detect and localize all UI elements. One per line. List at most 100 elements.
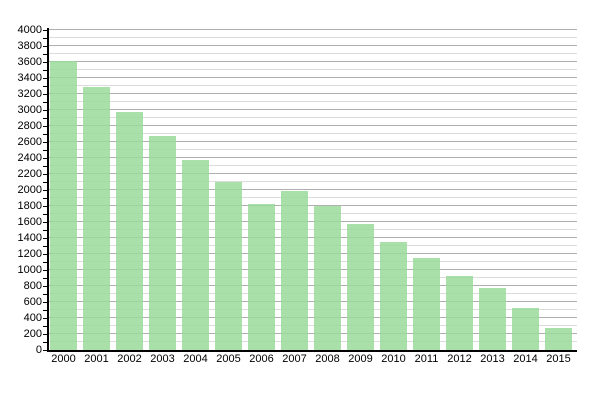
bar-2014 [512, 307, 539, 350]
bar-2009 [347, 224, 374, 350]
minor-gridline [49, 213, 577, 214]
x-axis-label-2001: 2001 [84, 353, 109, 365]
major-gridline [49, 141, 577, 142]
y-axis-tick [43, 46, 47, 47]
y-axis-label-2200: 2200 [17, 167, 42, 180]
y-axis-label-800: 800 [23, 279, 42, 292]
major-gridline [49, 45, 577, 46]
y-axis-tick [43, 294, 47, 295]
major-gridline [49, 77, 577, 78]
minor-gridline [49, 229, 577, 230]
y-axis-label-3600: 3600 [17, 55, 42, 68]
y-axis-tick [43, 222, 47, 223]
y-axis-label-0: 0 [35, 343, 42, 356]
minor-gridline [49, 245, 577, 246]
y-axis-tick [43, 254, 47, 255]
bar-2011 [413, 258, 440, 350]
major-gridline [49, 285, 577, 286]
y-axis-label-1400: 1400 [17, 231, 42, 244]
major-gridline [49, 109, 577, 110]
y-axis-tick [43, 230, 47, 231]
major-gridline [49, 221, 577, 222]
minor-gridline [49, 325, 577, 326]
minor-gridline [49, 149, 577, 150]
plot-area [49, 29, 577, 350]
y-axis-tick [43, 270, 47, 271]
y-axis-tick [43, 198, 47, 199]
minor-gridline [49, 133, 577, 134]
major-gridline [49, 301, 577, 302]
y-axis-label-1800: 1800 [17, 199, 42, 212]
minor-gridline [49, 85, 577, 86]
y-axis-tick [43, 246, 47, 247]
x-axis-label-2000: 2000 [51, 353, 76, 365]
major-gridline [49, 173, 577, 174]
x-axis-label-2012: 2012 [447, 353, 472, 365]
y-axis-label-1000: 1000 [17, 263, 42, 276]
y-axis-label-3800: 3800 [17, 39, 42, 52]
minor-gridline [49, 69, 577, 70]
y-axis-tick [43, 94, 47, 95]
y-axis-label-1200: 1200 [17, 247, 42, 260]
minor-gridline [49, 261, 577, 262]
minor-gridline [49, 293, 577, 294]
y-axis-label-2400: 2400 [17, 151, 42, 164]
major-gridline [49, 29, 577, 30]
bar-2008 [314, 206, 341, 350]
y-axis-label-3200: 3200 [17, 87, 42, 100]
y-axis-tick [43, 350, 47, 351]
y-axis-tick [43, 318, 47, 319]
x-axis-label-2005: 2005 [216, 353, 241, 365]
x-axis-label-2011: 2011 [414, 353, 439, 365]
y-axis-tick [43, 286, 47, 287]
minor-gridline [49, 341, 577, 342]
y-axis-label-2600: 2600 [17, 135, 42, 148]
bar-2002 [116, 111, 143, 350]
major-gridline [49, 93, 577, 94]
y-axis-line [47, 28, 49, 351]
y-axis-label-400: 400 [23, 311, 42, 324]
minor-gridline [49, 165, 577, 166]
y-axis-tick [43, 182, 47, 183]
y-axis-tick [43, 78, 47, 79]
x-axis-label-2010: 2010 [381, 353, 406, 365]
y-axis-tick [43, 334, 47, 335]
y-axis-tick [43, 174, 47, 175]
y-axis-tick [43, 30, 47, 31]
y-axis-label-2800: 2800 [17, 119, 42, 132]
y-axis-label-200: 200 [23, 327, 42, 340]
y-axis-tick [43, 158, 47, 159]
bar-2001 [83, 86, 110, 350]
y-axis-label-4000: 4000 [17, 23, 42, 36]
bar-2015 [545, 328, 572, 350]
minor-gridline [49, 101, 577, 102]
bar-2000 [50, 61, 77, 350]
y-axis-tick [43, 86, 47, 87]
major-gridline [49, 317, 577, 318]
y-axis-label-1600: 1600 [17, 215, 42, 228]
bar-2010 [380, 242, 407, 350]
major-gridline [49, 157, 577, 158]
bar-2005 [215, 182, 242, 350]
y-axis-tick [43, 150, 47, 151]
major-gridline [49, 205, 577, 206]
y-axis-tick [43, 126, 47, 127]
minor-gridline [49, 117, 577, 118]
y-axis-tick [43, 262, 47, 263]
minor-gridline [49, 309, 577, 310]
y-axis-tick [43, 134, 47, 135]
x-axis-label-2014: 2014 [513, 353, 538, 365]
y-axis-tick [43, 102, 47, 103]
y-axis-tick [43, 70, 47, 71]
major-gridline [49, 189, 577, 190]
y-axis-tick [43, 190, 47, 191]
x-axis-label-2004: 2004 [183, 353, 208, 365]
bar-2007 [281, 190, 308, 350]
y-axis-tick [43, 142, 47, 143]
x-axis-label-2007: 2007 [282, 353, 307, 365]
major-gridline [49, 253, 577, 254]
y-axis-tick [43, 62, 47, 63]
major-gridline [49, 269, 577, 270]
x-axis-label-2002: 2002 [117, 353, 142, 365]
y-axis-label-2000: 2000 [17, 183, 42, 196]
